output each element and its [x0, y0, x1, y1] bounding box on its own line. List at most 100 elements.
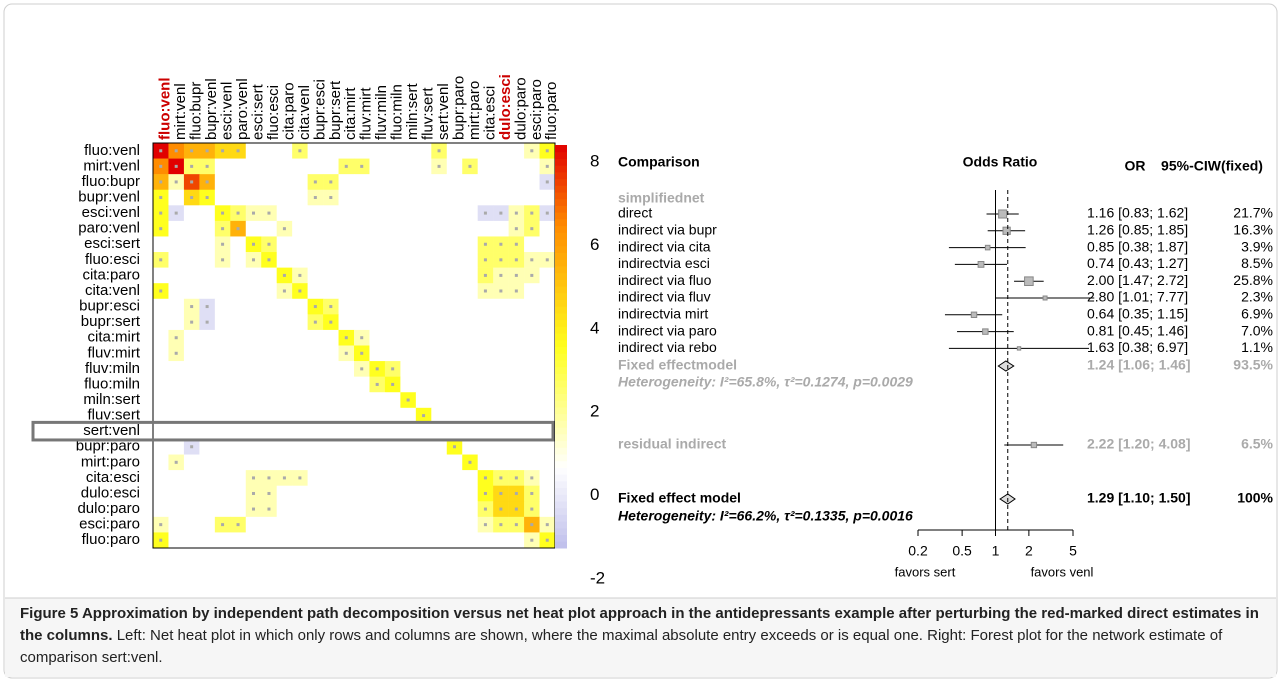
heat-cell — [539, 314, 556, 331]
heat-cell — [415, 267, 432, 284]
row-label: bupr:venl — [78, 188, 140, 205]
heat-cell — [338, 501, 355, 518]
heat-cell — [230, 314, 247, 331]
cell-dot — [159, 196, 163, 200]
heat-cell — [183, 454, 200, 471]
column-label: miln:sert — [404, 82, 421, 140]
heat-cell — [292, 189, 308, 206]
heat-cell — [508, 423, 525, 440]
cell-dot — [282, 227, 286, 231]
heat-cell — [462, 220, 478, 237]
heat-cell — [400, 252, 417, 268]
heat-cell — [261, 298, 277, 315]
row-label: bupr:sert — [81, 313, 141, 330]
heat-cell — [477, 423, 494, 440]
cell-dot — [159, 149, 163, 153]
heat-cell — [369, 283, 386, 300]
heat-cell — [323, 423, 339, 440]
cell-dot — [205, 320, 209, 324]
colorbar-step — [555, 521, 567, 529]
row-label: mirt:paro — [81, 453, 140, 470]
cell-dot — [545, 258, 549, 262]
heat-cell — [245, 283, 262, 300]
or-ci: 0.85 [0.38; 1.87] — [1087, 238, 1188, 254]
heat-cell — [369, 174, 386, 191]
heat-cell — [524, 438, 540, 455]
row-label: direct — [618, 205, 652, 221]
heat-cell — [214, 423, 231, 440]
heat-cell — [462, 423, 478, 440]
heat-cell — [214, 361, 231, 377]
heat-cell — [384, 345, 401, 362]
row-label: indirectvia mirt — [618, 306, 708, 322]
heat-cell — [384, 454, 401, 471]
column-label: cita:esci — [481, 86, 498, 140]
column-label: esci:sert — [249, 83, 266, 140]
heat-cell — [354, 174, 370, 191]
cell-dot — [174, 336, 178, 340]
heat-cell — [415, 252, 432, 268]
heat-cell — [431, 314, 448, 331]
heat-cell — [168, 438, 185, 455]
header: OR — [1125, 158, 1146, 174]
heat-cell — [168, 189, 185, 206]
heat-cell — [477, 345, 494, 362]
heat-cell — [354, 485, 370, 502]
heat-cell — [384, 314, 401, 331]
heat-cell — [323, 252, 339, 268]
heat-cell — [369, 158, 386, 175]
column-label: dulo:paro — [512, 77, 529, 140]
heat-cell — [214, 501, 231, 518]
cell-dot — [236, 211, 240, 215]
cell-dot — [221, 242, 225, 246]
heat-cell — [539, 329, 556, 346]
heat-cell — [431, 236, 448, 253]
heat-cell — [400, 236, 417, 253]
heat-cell — [384, 174, 401, 191]
heat-cell — [276, 454, 293, 471]
heat-cell — [462, 392, 478, 409]
cell-dot — [252, 507, 255, 511]
heat-cell — [261, 329, 277, 346]
cell-dot — [313, 180, 317, 184]
group-label: simplifiednet — [618, 190, 705, 206]
heat-cell — [276, 236, 293, 253]
column-label: paro:venl — [234, 78, 251, 140]
heat-cell — [307, 438, 324, 455]
heat-cell — [446, 376, 463, 393]
heat-cell — [199, 501, 216, 518]
colorbar-step — [555, 232, 567, 240]
cell-dot — [267, 491, 271, 495]
heat-cell — [400, 345, 417, 362]
heat-cell — [354, 298, 370, 315]
heat-cell — [153, 298, 169, 315]
heat-cell — [168, 470, 185, 486]
row-highlight — [31, 420, 555, 442]
heat-cell — [415, 532, 432, 549]
heat-cell — [384, 516, 401, 533]
weight: 3.9% — [1241, 238, 1273, 254]
colorbar-step — [555, 380, 567, 388]
heat-cell — [431, 532, 448, 549]
heat-cell — [199, 516, 216, 533]
heat-cell — [354, 407, 370, 424]
heat-cell — [307, 501, 324, 518]
heat-cell — [338, 220, 355, 237]
heat-cell — [245, 438, 262, 455]
heat-cell — [369, 298, 386, 315]
heat-cell — [292, 376, 308, 393]
heat-cell — [369, 236, 386, 253]
cell-dot — [483, 258, 487, 262]
cell-dot — [530, 258, 534, 262]
heat-cell — [524, 454, 540, 471]
heat-cell — [539, 283, 556, 300]
row-label: esci:sert — [84, 235, 141, 252]
colorbar-tick-label: 4 — [590, 318, 599, 337]
cell-dot — [437, 149, 441, 153]
heat-cell — [245, 189, 262, 206]
row-label: fluv:sert — [87, 407, 140, 424]
cell-dot — [313, 196, 317, 200]
heat-cell — [462, 143, 478, 159]
heat-cell — [400, 174, 417, 191]
cell-dot — [190, 320, 194, 324]
